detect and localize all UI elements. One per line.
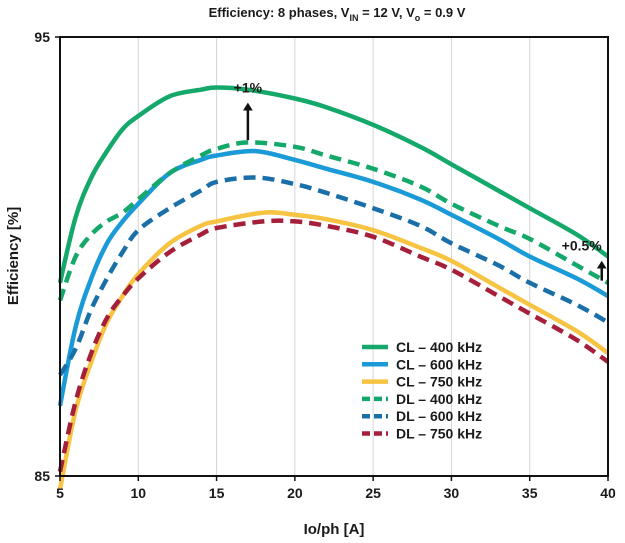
y-tick-label-95: 95 <box>34 29 50 45</box>
annotations: +1% +0.5% <box>234 80 607 281</box>
series-line-dl-750-khz <box>57 218 610 473</box>
x-tick-label-15: 15 <box>209 485 225 501</box>
title-vo-subscript: o <box>415 13 421 23</box>
x-tick-label-5: 5 <box>56 485 64 501</box>
x-tick-label-40: 40 <box>600 485 616 501</box>
x-axis-ticks: 5 10 15 20 25 30 35 40 <box>56 476 616 501</box>
x-tick-label-30: 30 <box>444 485 460 501</box>
annotation-label-1: +1% <box>234 80 263 96</box>
x-tick-label-10: 10 <box>130 485 146 501</box>
title-suffix: = 0.9 V <box>420 5 465 20</box>
series-line-dl-600-khz <box>58 175 610 377</box>
title-prefix: Efficiency: 8 phases, V <box>209 5 350 20</box>
chart-title: Efficiency: 8 phases, VIN = 12 V, Vo = 0… <box>209 5 466 23</box>
x-tick-label-20: 20 <box>287 485 303 501</box>
y-tick-label-85: 85 <box>34 468 50 484</box>
legend-label-dl-400-khz: DL – 400 kHz <box>396 391 482 407</box>
legend-label-cl-750-khz: CL – 750 kHz <box>396 374 482 390</box>
annotation-label-2: +0.5% <box>562 238 603 254</box>
legend-label-dl-750-khz: DL – 750 kHz <box>396 426 482 442</box>
x-axis-label: Io/ph [A] <box>304 521 365 538</box>
series-line-cl-600-khz <box>57 148 610 407</box>
legend-label-cl-600-khz: CL – 600 kHz <box>396 356 482 372</box>
x-tick-label-25: 25 <box>365 485 381 501</box>
legend-label-cl-400-khz: CL – 400 kHz <box>396 339 482 355</box>
legend-label-dl-600-khz: DL – 600 kHz <box>396 408 482 424</box>
series-lines <box>57 85 610 490</box>
x-tick-label-35: 35 <box>522 485 538 501</box>
title-vin-subscript: IN <box>349 13 358 23</box>
series-line-cl-400-khz <box>57 85 610 284</box>
gridlines <box>137 37 531 476</box>
y-axis-ticks: 85 95 <box>34 29 60 484</box>
plot-area-frame <box>59 36 609 477</box>
series-line-dl-400-khz <box>57 140 610 302</box>
title-mid: = 12 V, V <box>358 5 415 20</box>
y-axis-label: Efficiency [%] <box>5 207 22 305</box>
